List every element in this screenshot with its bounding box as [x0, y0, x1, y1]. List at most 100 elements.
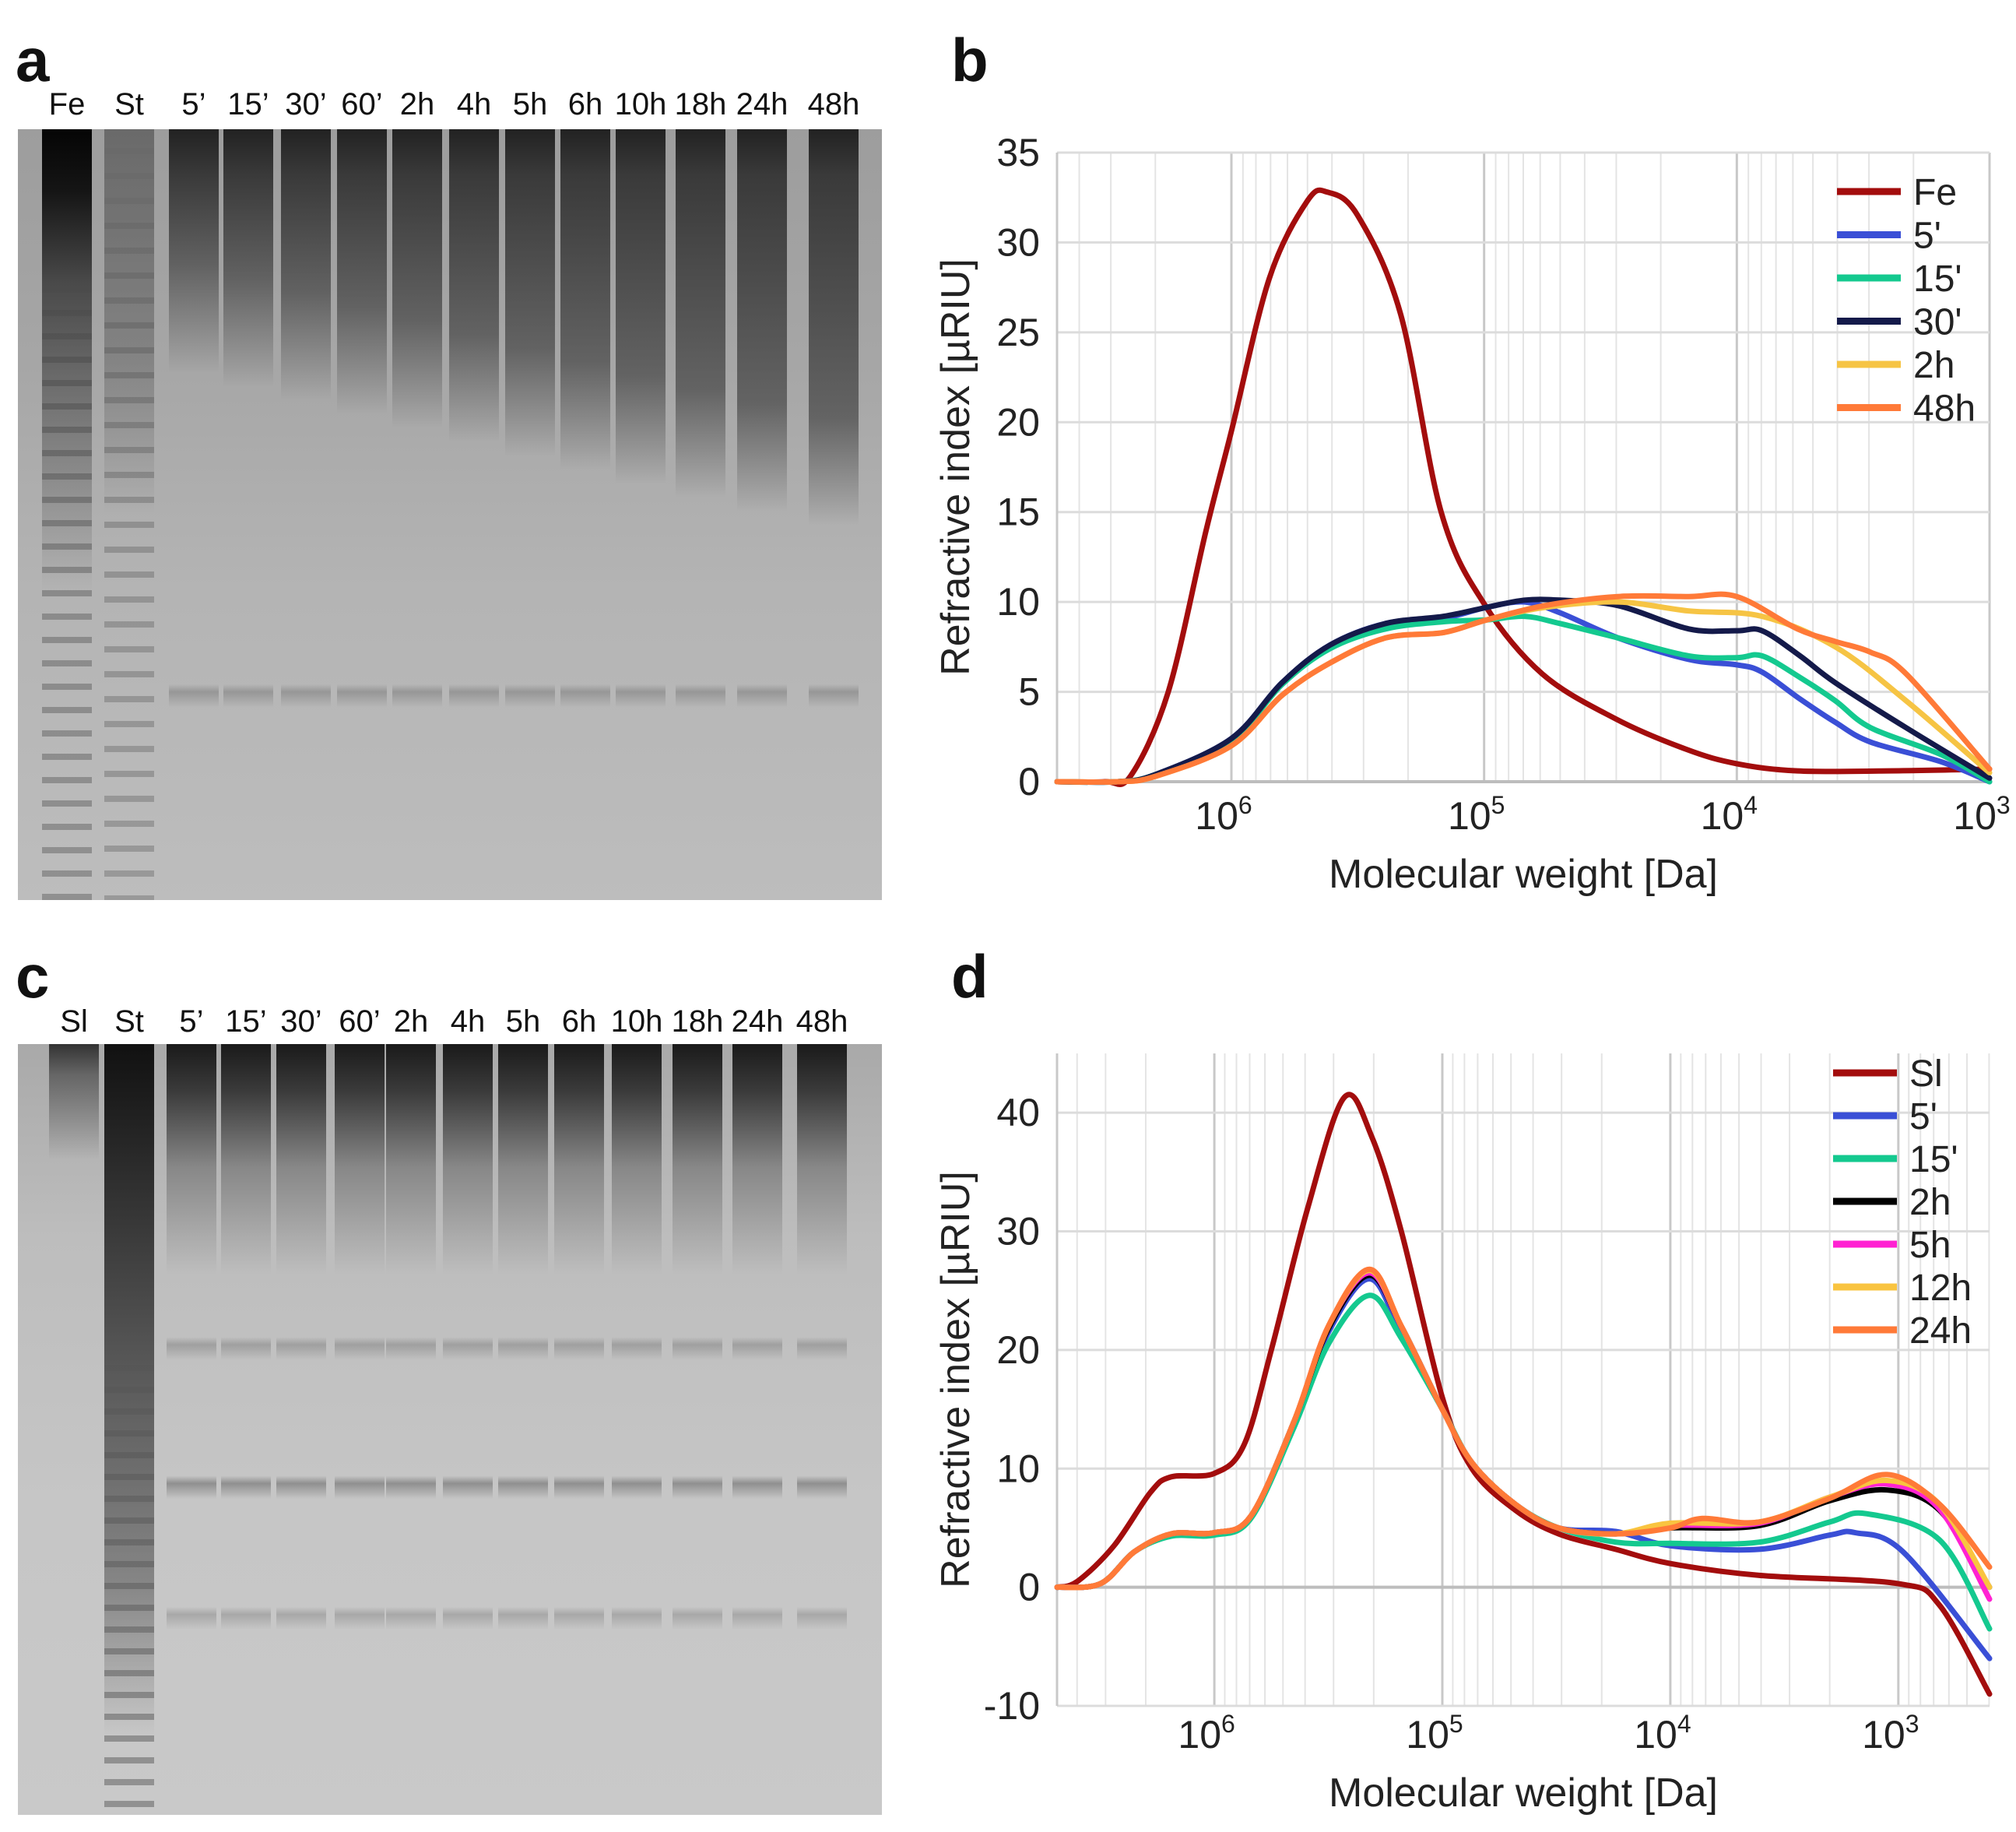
x-tick-exponent: 6 [1221, 1710, 1235, 1738]
y-tick-label: 10 [996, 1447, 1040, 1490]
lane-label: 30’ [285, 87, 327, 121]
x-tick-label: 106 [1178, 1710, 1235, 1756]
lane-label: 15’ [225, 1004, 267, 1039]
y-tick-label: 20 [996, 400, 1040, 444]
lane-label: 6h [561, 1004, 597, 1039]
lane-label: St [114, 87, 144, 121]
lane-label: 24h [736, 87, 788, 121]
lane-label: St [114, 1004, 144, 1039]
gel-lane [386, 1044, 436, 1815]
x-tick-label: 106 [1195, 791, 1252, 838]
y-tick-label: 30 [996, 1210, 1040, 1254]
legend-label: Sl [1909, 1053, 1943, 1095]
y-tick-label: 5 [1018, 670, 1040, 714]
lane-label: 48h [796, 1004, 848, 1039]
panel-label-c: c [16, 942, 50, 1011]
legend-label: 2h [1913, 345, 1955, 386]
y-axis-title: Refractive index [µRIU] [933, 258, 978, 676]
lane-label: 10h [614, 87, 667, 121]
gel-lane [335, 1044, 385, 1815]
x-tick-label: 103 [1862, 1710, 1919, 1756]
y-tick-label: 0 [1018, 760, 1040, 803]
x-tick-base: 10 [1862, 1713, 1905, 1756]
x-tick-exponent: 4 [1744, 791, 1758, 819]
x-tick-base: 10 [1701, 794, 1744, 838]
x-tick-exponent: 3 [1905, 1710, 1919, 1738]
gel-lane [554, 1044, 604, 1815]
x-tick-base: 10 [1195, 794, 1238, 838]
gel-c-lane-labels: Sl St 5’ 15’ 30’ 60’ 2h 4h 5h 6h 10h 18h 24h 48h [18, 1004, 882, 1051]
series-line-5h [1054, 1270, 1993, 1602]
legend-label: 5' [1909, 1096, 1937, 1138]
gel-lane [676, 129, 725, 900]
gel-lane [221, 1044, 271, 1815]
gel-lane [104, 1044, 154, 1815]
lane-label: 60’ [339, 1004, 381, 1039]
gel-lane [223, 129, 273, 900]
gel-lane [505, 129, 555, 900]
y-tick-label: 20 [996, 1328, 1040, 1372]
x-tick-exponent: 4 [1677, 1710, 1691, 1738]
lane-label: 2h [393, 1004, 429, 1039]
lane-label: Sl [60, 1004, 88, 1039]
gel-lane [616, 129, 666, 900]
legend-label: 12h [1909, 1268, 1972, 1309]
series-line-24h [1054, 1266, 1993, 1591]
panel-label-b: b [951, 26, 989, 94]
y-axis-title: Refractive index [µRIU] [933, 1171, 978, 1588]
x-tick-base: 10 [1178, 1713, 1221, 1756]
y-tick-label: 30 [996, 220, 1040, 264]
lane-label: 5h [505, 1004, 541, 1039]
series-line-Sl [1054, 1092, 1993, 1697]
gel-lane [443, 1044, 493, 1815]
x-tick-exponent: 5 [1491, 791, 1505, 819]
lane-label: 5’ [179, 1004, 204, 1039]
gel-image-c [18, 1044, 882, 1815]
x-tick-label: 105 [1406, 1710, 1463, 1756]
lane-label: 10h [610, 1004, 663, 1039]
y-tick-label: 35 [996, 131, 1040, 174]
y-tick-label: 25 [996, 311, 1040, 354]
lane-label: 18h [671, 1004, 724, 1039]
gel-lane [337, 129, 387, 900]
gel-lane [560, 129, 610, 900]
gel-lane [809, 129, 859, 900]
x-tick-exponent: 5 [1449, 1710, 1463, 1738]
gel-lane [797, 1044, 847, 1815]
lane-label: 5h [512, 87, 548, 121]
panel-label-a: a [16, 26, 50, 94]
x-tick-base: 10 [1953, 794, 1997, 838]
x-tick-base: 10 [1406, 1713, 1449, 1756]
gel-a-lane-labels: Fe St 5’ 15’ 30’ 60’ 2h 4h 5h 6h 10h 18h 24h 48h [18, 87, 882, 134]
x-axis-title: Molecular weight [Da] [1329, 1770, 1718, 1816]
gel-lane [104, 129, 154, 900]
series-line-12h [1054, 1268, 1993, 1591]
gel-lane [498, 1044, 548, 1815]
gel-lane [169, 129, 219, 900]
y-tick-label: 0 [1018, 1566, 1040, 1609]
lane-label: 5’ [181, 87, 206, 121]
legend-label: 15' [1913, 258, 1962, 300]
legend-label: 15' [1909, 1139, 1958, 1180]
x-tick-label: 104 [1634, 1710, 1691, 1756]
grid [1055, 1053, 1990, 1707]
gel-lane [392, 129, 442, 900]
gel-lane [49, 1044, 99, 1815]
x-tick-exponent: 3 [1997, 791, 2011, 819]
gel-lane [737, 129, 787, 900]
x-tick-label: 105 [1448, 791, 1505, 838]
legend-label: 24h [1909, 1310, 1972, 1352]
gel-image-a [18, 129, 882, 900]
grid [1055, 151, 1991, 783]
lane-label: 48h [807, 87, 860, 121]
y-tick-label: 15 [996, 491, 1040, 534]
lane-label: 2h [399, 87, 435, 121]
x-tick-base: 10 [1448, 794, 1491, 838]
lane-label: 24h [731, 1004, 784, 1039]
x-tick-exponent: 6 [1238, 791, 1252, 819]
panel-label-d: d [951, 942, 989, 1011]
x-tick-label: 103 [1953, 791, 2010, 838]
